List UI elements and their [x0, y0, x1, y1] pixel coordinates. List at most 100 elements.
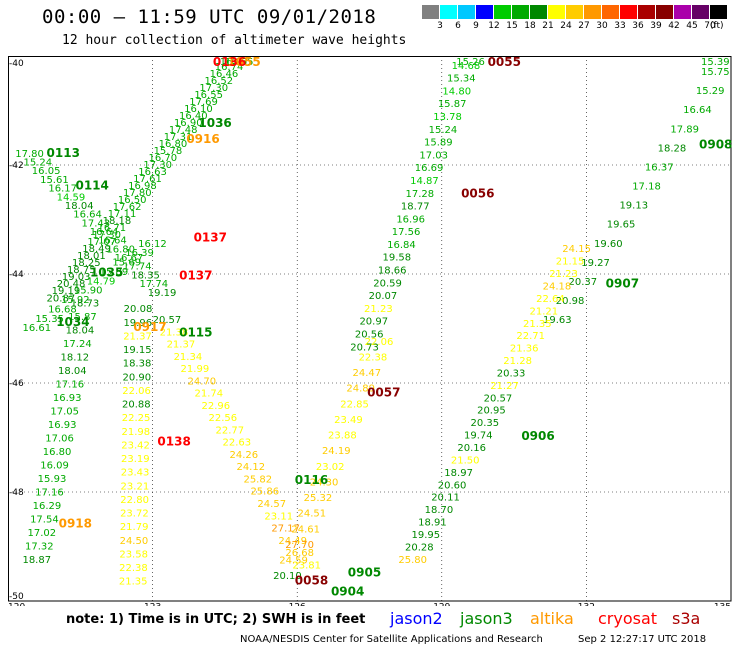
wave-height-value: 20.90 — [122, 372, 151, 383]
wave-height-value: 20.33 — [497, 368, 526, 379]
wave-height-value: 20.57 — [484, 393, 513, 404]
wave-height-value: 23.88 — [328, 431, 357, 442]
wave-height-value: 27.17 — [271, 524, 300, 535]
colorbar-swatch — [566, 5, 584, 19]
wave-height-value: 17.07 — [87, 237, 116, 248]
pass-time-label: 0138 — [157, 435, 190, 449]
wave-height-value: 18.97 — [444, 468, 473, 479]
wave-height-value: 20.08 — [124, 304, 153, 315]
wave-height-value: 16.74 — [215, 62, 244, 73]
wave-height-value: 20.97 — [359, 317, 388, 328]
wave-height-value: 15.89 — [100, 267, 129, 278]
wave-height-value: 17.06 — [45, 434, 74, 445]
wave-height-value: 16.84 — [387, 240, 416, 251]
wave-height-value: 17.80 — [15, 149, 44, 160]
pass-time-label: 0055 — [488, 56, 521, 69]
colorbar-label: 3 — [437, 21, 443, 31]
colorbar-label: 9 — [473, 21, 479, 31]
wave-height-value: 16.64 — [98, 236, 127, 247]
pass-time-label: 0136 — [213, 56, 246, 69]
wave-height-value: 19.13 — [619, 201, 648, 212]
wave-height-value: 15.90 — [74, 286, 103, 297]
colorbar-swatch — [710, 5, 728, 19]
wave-height-value: 14.59 — [57, 192, 86, 203]
wave-height-value: 17.16 — [35, 487, 64, 498]
wave-height-value: 17.30 — [92, 230, 121, 241]
wave-height-value: 16.70 — [148, 153, 177, 164]
colorbar-swatch — [548, 5, 566, 19]
colorbar-label: 39 — [650, 21, 662, 31]
wave-height-value: 16.39 — [125, 248, 154, 259]
colorbar-label: 33 — [614, 21, 626, 31]
wave-height-value: 21.28 — [503, 356, 532, 367]
colorbar-swatch — [458, 5, 476, 19]
wave-height-value: 22.64 — [536, 294, 565, 305]
colorbar-swatch — [530, 5, 548, 19]
colorbar-swatch — [422, 5, 440, 19]
wave-height-value: 16.52 — [205, 76, 234, 87]
pass-time-label: 0917 — [133, 320, 166, 334]
wave-height-value: 21.99 — [181, 364, 210, 375]
wave-height-value: 19.96 — [123, 318, 152, 329]
wave-height-value: 17.03 — [419, 150, 448, 161]
colorbar-swatch — [602, 5, 620, 19]
colorbar-label: 70 — [704, 21, 716, 31]
wave-height-value: 16.65 — [225, 57, 254, 68]
wave-height-value: 19.95 — [412, 530, 441, 541]
wave-height-value: 17.28 — [406, 189, 435, 200]
wave-height-value: 16.71 — [98, 223, 127, 234]
colorbar-swatch — [584, 5, 602, 19]
colorbar-label: 27 — [578, 21, 590, 31]
wave-height-value: 20.88 — [122, 400, 151, 411]
wave-height-value: 19.60 — [594, 239, 623, 250]
wave-height-value: 23.21 — [121, 481, 150, 492]
wave-height-value: 17.56 — [392, 227, 421, 238]
pass-time-label: 0906 — [521, 429, 554, 443]
colorbar-swatch — [494, 5, 512, 19]
colorbar-swatch — [656, 5, 674, 19]
wave-height-value: 16.40 — [179, 111, 208, 122]
map-subtitle: 12 hour collection of altimeter wave hei… — [62, 33, 407, 48]
wave-height-value: 15.34 — [447, 74, 476, 85]
colorbar-label: 36 — [632, 21, 644, 31]
y-tick-label: -44 — [9, 270, 24, 280]
wave-height-value: 24.57 — [257, 499, 286, 510]
wave-height-value: 24.50 — [120, 536, 149, 547]
wave-height-value: 21.38 — [160, 327, 189, 338]
wave-height-value: 20.35 — [471, 418, 500, 429]
pass-time-label: 1055 — [227, 56, 260, 69]
wave-height-value: 16.37 — [645, 162, 674, 173]
legend-entry-jason2: jason2 — [390, 609, 443, 628]
wave-height-value: 25.32 — [304, 493, 333, 504]
wave-height-value: 20.57 — [153, 315, 182, 326]
colorbar-label: 6 — [455, 21, 461, 31]
pass-time-label: 0905 — [348, 565, 381, 579]
wave-height-value: 19.03 — [62, 272, 91, 283]
legend-entry-altika: altika — [530, 609, 574, 628]
wave-height-value: 15.39 — [701, 57, 730, 68]
wave-height-value: 16.64 — [683, 105, 712, 116]
wave-height-value: 16.46 — [210, 69, 239, 80]
wave-height-value: 18.87 — [22, 555, 51, 566]
wave-height-value: 21.27 — [490, 381, 519, 392]
wave-height-value: 17.30 — [143, 160, 172, 171]
wave-height-value: 16.29 — [33, 501, 62, 512]
wave-height-value: 16.90 — [174, 118, 203, 129]
x-tick-label: 132 — [578, 603, 595, 606]
colorbar-label: 21 — [542, 21, 554, 31]
wave-height-value: 13.78 — [433, 112, 462, 123]
colorbar-unit: (ft) — [710, 21, 724, 31]
wave-height-value: 21.21 — [530, 306, 559, 317]
wave-height-value: 17.69 — [189, 97, 218, 108]
wave-height-value: 18.49 — [82, 244, 111, 255]
wave-height-value: 15.87 — [438, 99, 467, 110]
colorbar-swatch — [638, 5, 656, 19]
wave-height-value: 24.18 — [543, 281, 572, 292]
wave-height-value: 17.16 — [55, 380, 84, 391]
wave-height-value: 24.30 — [310, 477, 339, 488]
wave-height-value: 18.70 — [425, 505, 454, 516]
pass-time-label: 0918 — [59, 516, 92, 530]
colorbar-label: 45 — [686, 21, 698, 31]
colorbar-label: 15 — [506, 21, 518, 31]
